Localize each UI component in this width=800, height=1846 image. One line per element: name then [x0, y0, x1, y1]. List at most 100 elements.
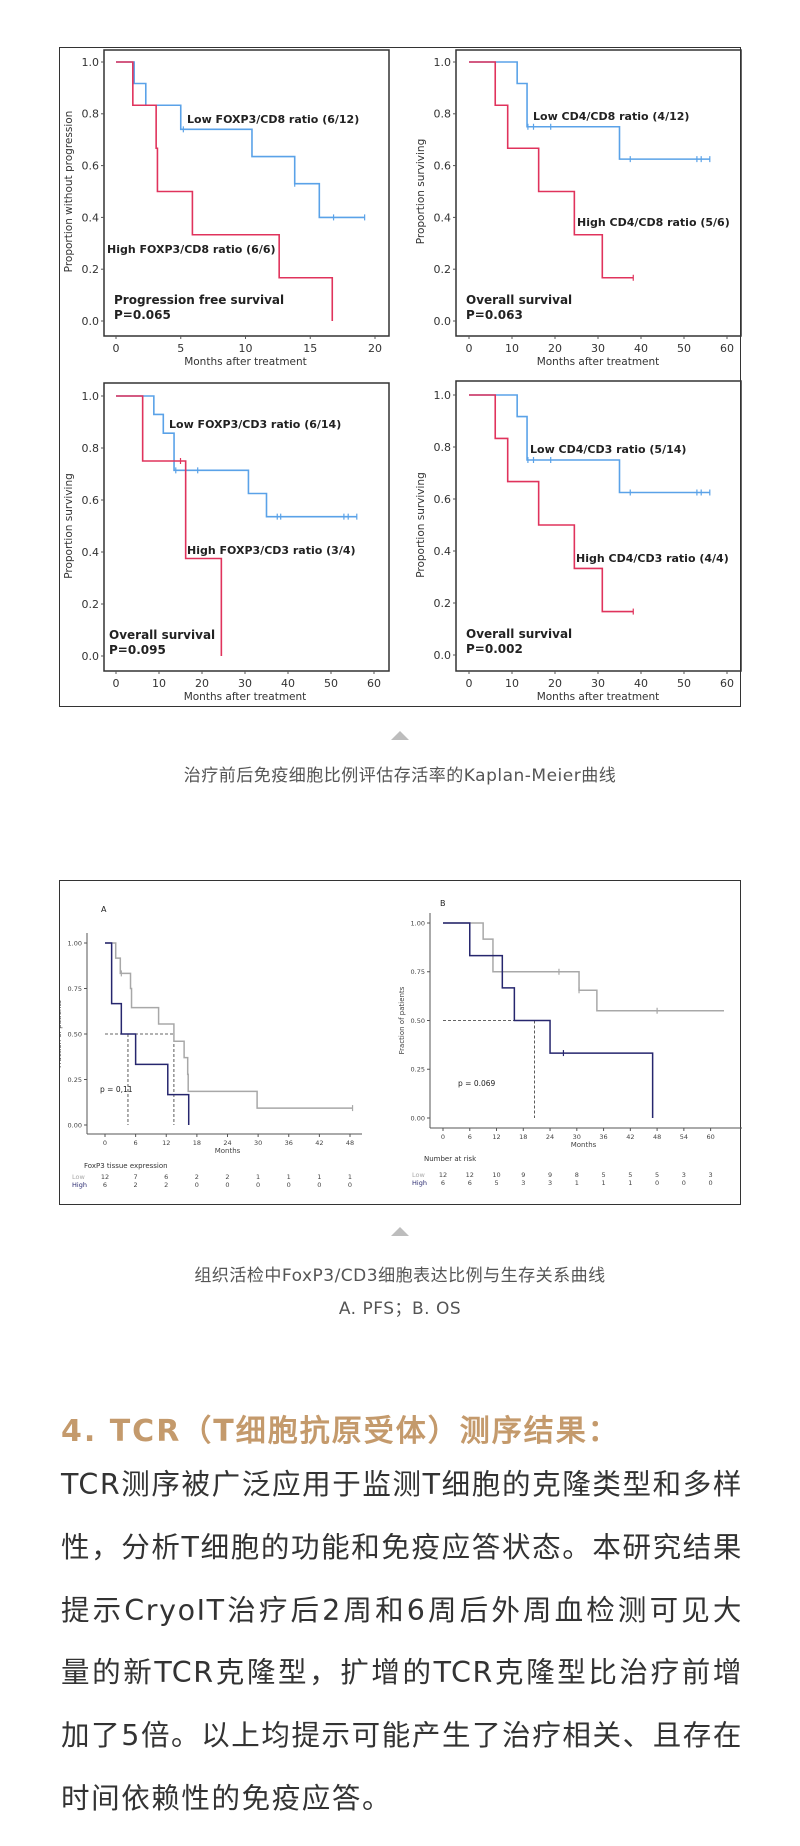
km-charts-svg: 0.000.250.500.751.000 6 12 18 24 30 36 42 48Mont… — [60, 899, 742, 1189]
y-tick-label: 0.25 — [68, 1076, 82, 1084]
x-tick-label: 20 — [368, 342, 382, 355]
x-tick-label: 0 — [466, 342, 473, 355]
survival-curve-high — [105, 942, 190, 1125]
chart-annotation: p = 0,11 — [100, 1085, 133, 1094]
x-tick-label: 42 — [626, 1133, 634, 1141]
y-tick-label: 0.2 — [434, 597, 452, 610]
x-tick-label: 10 — [239, 342, 253, 355]
x-tick-label: 40 — [634, 677, 648, 690]
x-tick-label: 20 — [548, 342, 562, 355]
risk-table-title: Number at risk — [424, 1155, 477, 1163]
risk-count: 0 — [682, 1179, 686, 1187]
x-tick-label: 12 — [492, 1133, 500, 1141]
x-axis-label: Months after treatment — [537, 691, 660, 703]
risk-row-label: Low — [412, 1171, 425, 1179]
risk-count: 6 — [164, 1173, 168, 1181]
y-tick-label: 0.2 — [82, 263, 100, 276]
risk-count: 1 — [348, 1173, 352, 1181]
risk-count: 6 — [441, 1179, 445, 1187]
risk-count: 12 — [439, 1171, 447, 1179]
risk-count: 1 — [256, 1173, 260, 1181]
risk-count: 3 — [521, 1179, 525, 1187]
series-label: High FOXP3/CD3 ratio (3/4) — [187, 544, 356, 557]
series-label: Low FOXP3/CD3 ratio (6/14) — [169, 418, 341, 431]
y-tick-label: 1.00 — [68, 939, 82, 947]
x-axis-label: Months after treatment — [537, 356, 660, 368]
risk-row-label: High — [72, 1181, 87, 1189]
series-label: High CD4/CD8 ratio (5/6) — [577, 216, 730, 229]
y-tick-label: 1.0 — [434, 389, 452, 402]
survival-curve-low — [105, 942, 353, 1109]
x-tick-label: 10 — [505, 342, 519, 355]
chart-annotation: p = 0.069 — [458, 1079, 496, 1088]
x-tick-label: 18 — [193, 1139, 201, 1147]
chart-panel-3: 0.0 0.2 0.4 0.6 0.8 1.0 0 10 20 30 40 50 60 Months af… — [63, 382, 390, 703]
chart-annotation: P=0.065 — [114, 308, 171, 322]
panel-label: A — [101, 905, 107, 914]
risk-count: 12 — [101, 1173, 109, 1181]
y-tick-label: 0.50 — [68, 1030, 82, 1038]
x-tick-label: 36 — [285, 1139, 293, 1147]
y-tick-label: 0.8 — [82, 442, 100, 455]
risk-count: 0 — [317, 1181, 321, 1189]
risk-count: 9 — [521, 1171, 525, 1179]
x-axis-label: Months — [215, 1147, 241, 1155]
x-tick-label: 15 — [303, 342, 317, 355]
chart-annotation: Overall survival — [109, 628, 215, 642]
risk-count: 6 — [468, 1179, 472, 1187]
x-tick-label: 54 — [680, 1133, 688, 1141]
chart-panel-1: 0.0 0.2 0.4 0.6 0.8 1.0 0 5 10 15 20 Months after t… — [63, 49, 390, 368]
x-tick-label: 36 — [599, 1133, 607, 1141]
risk-count: 9 — [548, 1171, 552, 1179]
risk-count: 7 — [134, 1173, 138, 1181]
y-tick-label: 1.00 — [411, 919, 425, 927]
x-tick-label: 6 — [134, 1139, 138, 1147]
survival-curve-low — [443, 922, 724, 1012]
chart-annotation: Progression free survival — [114, 293, 284, 307]
risk-count: 2 — [134, 1181, 138, 1189]
x-tick-label: 60 — [367, 677, 381, 690]
x-tick-label: 60 — [706, 1133, 714, 1141]
risk-count: 0 — [195, 1181, 199, 1189]
x-tick-label: 50 — [677, 342, 691, 355]
risk-count: 1 — [628, 1179, 632, 1187]
x-tick-label: 48 — [653, 1133, 661, 1141]
risk-count: 5 — [602, 1171, 606, 1179]
x-tick-label: 5 — [177, 342, 184, 355]
y-tick-label: 0.6 — [434, 159, 452, 172]
x-tick-label: 30 — [238, 677, 252, 690]
chart-panel-6: 0.000.250.500.751.000 6 12 18 24 30 36 42 48 54 60… — [398, 899, 742, 1187]
y-tick-label: 0.4 — [82, 546, 100, 559]
y-tick-label: 1.0 — [434, 56, 452, 69]
series-label: Low CD4/CD8 ratio (4/12) — [533, 110, 689, 123]
risk-count: 12 — [466, 1171, 474, 1179]
y-axis-label: Proportion without progression — [63, 111, 75, 273]
risk-count: 1 — [317, 1173, 321, 1181]
x-tick-label: 50 — [324, 677, 338, 690]
risk-count: 0 — [287, 1181, 291, 1189]
risk-row-label: Low — [72, 1173, 85, 1181]
x-tick-label: 24 — [546, 1133, 554, 1141]
figure1-caption: 治疗前后免疫细胞比例评估存活率的Kaplan-Meier曲线 — [183, 766, 617, 786]
risk-count: 0 — [225, 1181, 229, 1189]
figure2-caption-line2: A. PFS；B. OS — [338, 1299, 462, 1319]
y-tick-label: 0.4 — [82, 211, 100, 224]
survival-curve-high — [443, 922, 654, 1118]
panel-label: B — [440, 899, 446, 908]
y-tick-label: 0.00 — [68, 1121, 82, 1129]
risk-count: 0 — [655, 1179, 659, 1187]
chart-annotation: Overall survival — [466, 293, 572, 307]
risk-count: 0 — [256, 1181, 260, 1189]
chart-panel-4: 0.0 0.2 0.4 0.6 0.8 1.0 0 10 20 30 40 50 60 Months af… — [415, 380, 742, 703]
chart-annotation: P=0.063 — [466, 308, 523, 322]
x-tick-label: 30 — [573, 1133, 581, 1141]
x-tick-label: 18 — [519, 1133, 527, 1141]
x-tick-label: 6 — [468, 1133, 472, 1141]
y-tick-label: 0.8 — [434, 108, 452, 121]
survival-curve-high — [469, 394, 634, 613]
risk-count: 2 — [225, 1173, 229, 1181]
plot-frame — [103, 382, 390, 672]
risk-count: 5 — [655, 1171, 659, 1179]
caption-triangle-icon — [391, 1227, 409, 1236]
